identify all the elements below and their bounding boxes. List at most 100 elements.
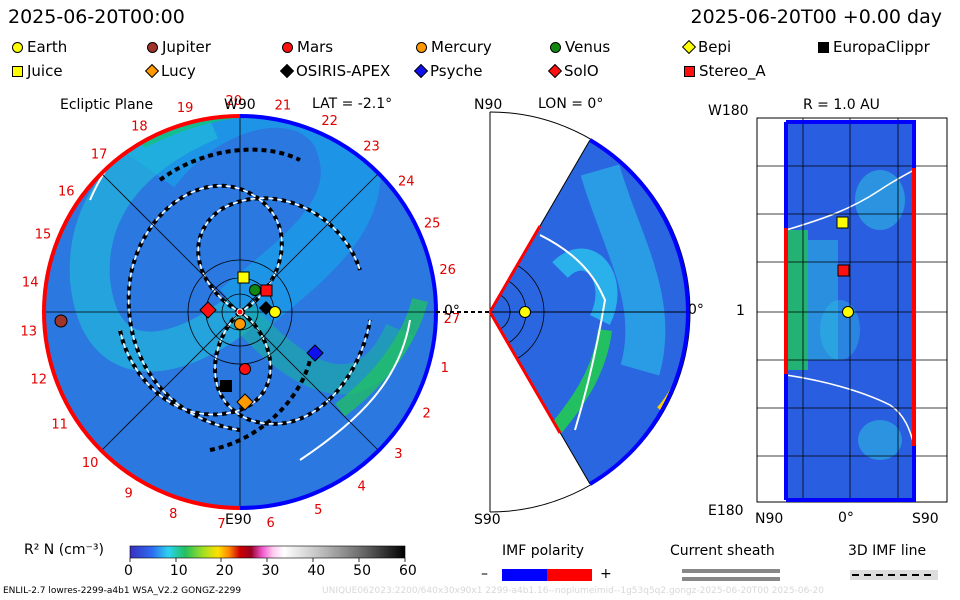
rotation-number: 1 xyxy=(441,361,449,376)
rotation-number: 11 xyxy=(51,417,68,432)
stereo-a-marker-radial xyxy=(837,264,850,277)
rotation-number: 22 xyxy=(321,114,338,129)
radial-x-0: 0° xyxy=(838,510,854,526)
rotation-number: 23 xyxy=(363,140,380,155)
rotation-number: 12 xyxy=(31,373,48,388)
colorbar-tick-label: 40 xyxy=(307,563,326,579)
ecliptic-lat-label: LAT = -2.1° xyxy=(312,96,393,112)
legend-item-jupiter: Jupiter xyxy=(147,38,211,56)
legend-label: SolO xyxy=(564,62,599,80)
square-icon xyxy=(684,65,695,77)
legend-label: Venus xyxy=(565,38,611,56)
legend-item-mercury: Mercury xyxy=(416,38,492,56)
legend-item-osiris-apex: OSIRIS-APEX xyxy=(279,62,391,80)
imf-polarity-title: IMF polarity xyxy=(502,543,585,559)
legend-item-solo: SolO xyxy=(547,62,599,80)
mars-marker xyxy=(239,363,251,375)
ecliptic-plane: 19 20 212223242526271234567891011121314151… xyxy=(21,94,490,532)
rotation-number: 4 xyxy=(357,480,365,495)
rotation-number: 20 xyxy=(226,94,243,109)
circle-icon xyxy=(12,41,23,53)
meridional-top-label: N90 xyxy=(474,97,503,113)
rotation-number: 14 xyxy=(22,275,39,290)
radial-map xyxy=(756,117,948,503)
rotation-number: 26 xyxy=(439,263,456,278)
legend-item-lucy: Lucy xyxy=(144,62,196,80)
ecliptic-bottom-label: E90 xyxy=(225,512,252,528)
legend-label: Jupiter xyxy=(162,38,211,56)
circle-icon xyxy=(416,41,427,53)
carrington-rotation-labels: 19 20 212223242526271234567891011121314151… xyxy=(21,94,461,532)
meridional-plane xyxy=(488,111,691,513)
ecliptic-top-label: W90 xyxy=(224,97,256,113)
radial-x-s90: S90 xyxy=(912,511,939,527)
rotation-number: 21 xyxy=(275,98,292,113)
earth-marker xyxy=(269,306,281,318)
footer-right: UNIQUE062023:2200/640x30x90x1 2299-a4b1.… xyxy=(322,586,825,596)
circle-icon xyxy=(282,41,293,53)
colorbar-tick-label: 0 xyxy=(124,563,133,579)
legend-item-stereo-a: Stereo_A xyxy=(684,62,766,80)
right-timestamp: 2025-06-20T00 +0.00 day xyxy=(690,6,942,28)
legend-label: Mercury xyxy=(431,38,492,56)
radial-mid-left: 1 xyxy=(736,303,745,319)
juice-marker-radial xyxy=(836,216,849,229)
rotation-number: 8 xyxy=(169,507,177,522)
current-sheath-swatch xyxy=(682,569,780,573)
left-timestamp: 2025-06-20T00:00 xyxy=(8,6,185,28)
colorbar-tick-label: 30 xyxy=(261,563,280,579)
footer-left: ENLIL-2.7 lowres-2299-a4b1 WSA_V2.2 GONG… xyxy=(3,586,242,596)
circle-icon xyxy=(147,41,158,53)
meridional-right-label: 0° xyxy=(688,302,704,318)
solo-marker xyxy=(199,301,217,319)
colorbar-tick-label: 20 xyxy=(215,563,234,579)
earth-marker-radial xyxy=(842,306,854,318)
legend-item-earth: Earth xyxy=(12,38,67,56)
rotation-number: 25 xyxy=(424,216,441,231)
rotation-number: 5 xyxy=(314,503,322,518)
colorbar-tick-label: 60 xyxy=(399,563,417,579)
imf-negative-swatch xyxy=(502,569,547,581)
meridional-bottom-label: S90 xyxy=(474,512,501,528)
legend-label: EuropaClippr xyxy=(833,38,930,56)
legend-label: Psyche xyxy=(430,62,483,80)
radial-bottom-left: E180 xyxy=(708,503,744,519)
legend-item-psyche: Psyche xyxy=(413,62,483,80)
lucy-marker xyxy=(236,393,254,411)
rotation-number: 13 xyxy=(21,325,38,340)
rotation-number: 18 xyxy=(131,119,148,134)
rotation-number: 7 xyxy=(217,517,225,532)
legend-label: Earth xyxy=(27,38,68,56)
stereo-a-marker xyxy=(260,284,273,297)
current-sheath-title: Current sheath xyxy=(670,543,775,559)
legend-item-mars: Mars xyxy=(282,38,333,56)
juice-marker xyxy=(237,271,250,284)
square-icon xyxy=(12,65,23,77)
imf3d-title: 3D IMF line xyxy=(848,543,927,559)
mercury-marker xyxy=(234,318,246,330)
legend-label: OSIRIS-APEX xyxy=(296,62,391,80)
colorbar-label: R² N (cm⁻³) xyxy=(24,542,104,558)
square-icon xyxy=(818,41,829,53)
ecliptic-side-label: 0° xyxy=(444,303,460,319)
legend-item-juice: Juice xyxy=(12,62,63,80)
ecliptic-title: Ecliptic Plane xyxy=(60,97,154,113)
rotation-number: 15 xyxy=(35,228,52,243)
legend-label: Stereo_A xyxy=(699,62,766,80)
legend-label: Lucy xyxy=(161,62,196,80)
europa-clipper-marker xyxy=(220,380,232,392)
rotation-number: 3 xyxy=(394,447,402,462)
rotation-number: 2 xyxy=(422,407,430,422)
radial-x-n90: N90 xyxy=(755,511,784,527)
legend-item-venus: Venus xyxy=(550,38,610,56)
radial-title: R = 1.0 AU xyxy=(803,97,880,113)
legend-label: Mars xyxy=(297,38,334,56)
earth-marker-meridional xyxy=(519,306,531,318)
rotation-number: 17 xyxy=(91,148,108,163)
rotation-number: 6 xyxy=(267,516,275,531)
jupiter-marker xyxy=(54,314,68,328)
circle-icon xyxy=(550,41,561,53)
rotation-number: 10 xyxy=(82,456,99,471)
legend-label: Bepi xyxy=(698,38,732,56)
